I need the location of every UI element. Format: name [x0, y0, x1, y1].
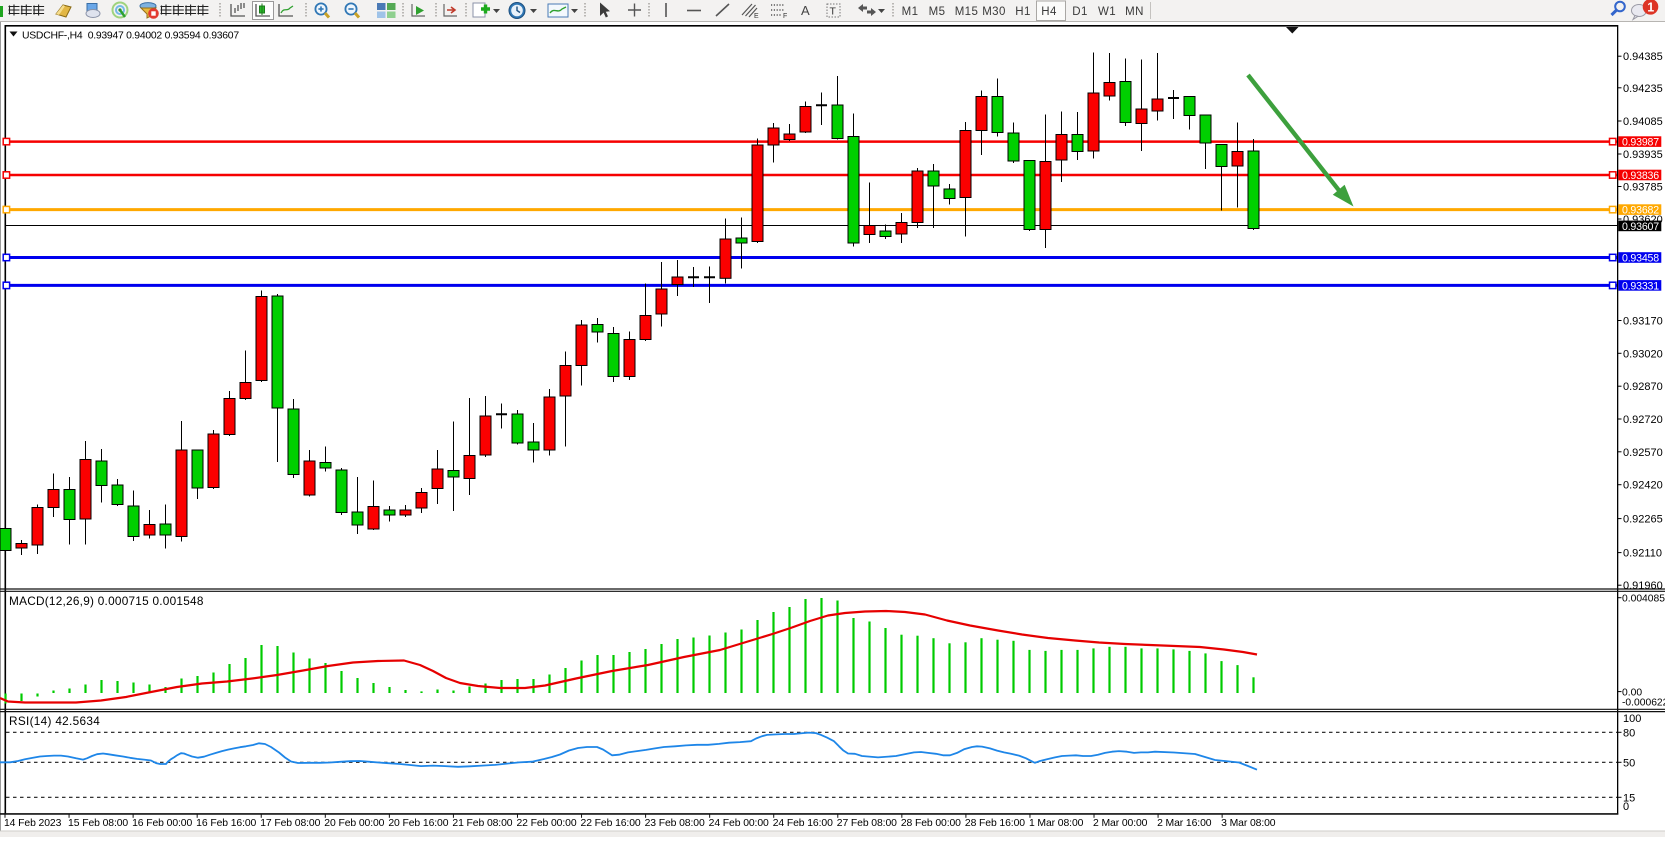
svg-text:0.93607: 0.93607	[1622, 221, 1659, 233]
svg-text:0.00: 0.00	[1622, 687, 1642, 698]
svg-text:0.92870: 0.92870	[1623, 381, 1663, 393]
svg-text:USDCHF-,H4 0.93947 0.94002 0.: USDCHF-,H4 0.93947 0.94002 0.93594 0.936…	[22, 31, 239, 42]
svg-text:0.94385: 0.94385	[1623, 51, 1663, 63]
svg-text:1: 1	[1647, 0, 1654, 14]
svg-text:0.91960: 0.91960	[1623, 580, 1663, 592]
svg-text:0.004085: 0.004085	[1622, 594, 1665, 605]
svg-text:2 Mar 00:00: 2 Mar 00:00	[1093, 818, 1148, 829]
svg-text:0.92570: 0.92570	[1623, 447, 1663, 459]
svg-text:-0.000622: -0.000622	[1622, 697, 1665, 708]
svg-text:0.93935: 0.93935	[1623, 149, 1663, 161]
svg-text:24 Feb 00:00: 24 Feb 00:00	[709, 818, 769, 829]
svg-text:E: E	[754, 13, 759, 20]
svg-text:1 Mar 08:00: 1 Mar 08:00	[1029, 818, 1084, 829]
svg-text:0.92720: 0.92720	[1623, 414, 1663, 426]
svg-text:W1: W1	[1098, 6, 1116, 18]
svg-text:0.93682: 0.93682	[1622, 205, 1659, 217]
svg-text:100: 100	[1623, 713, 1641, 725]
svg-text:M15: M15	[955, 6, 979, 18]
svg-text:21 Feb 08:00: 21 Feb 08:00	[452, 818, 512, 829]
svg-text:0.93458: 0.93458	[1622, 252, 1659, 264]
svg-text:0.92110: 0.92110	[1623, 548, 1662, 560]
svg-text:M1: M1	[902, 6, 919, 18]
svg-text:50: 50	[1623, 757, 1635, 769]
svg-text:H4: H4	[1041, 6, 1057, 18]
svg-text:27 Feb 08:00: 27 Feb 08:00	[837, 818, 897, 829]
svg-text:T: T	[830, 6, 837, 18]
svg-text:0.94085: 0.94085	[1623, 116, 1663, 128]
svg-text:0.93331: 0.93331	[1622, 280, 1659, 292]
svg-text:28 Feb 16:00: 28 Feb 16:00	[965, 818, 1025, 829]
svg-text:28 Feb 00:00: 28 Feb 00:00	[901, 818, 961, 829]
svg-text:14 Feb 2023: 14 Feb 2023	[4, 818, 62, 829]
svg-text:20 Feb 00:00: 20 Feb 00:00	[324, 818, 384, 829]
svg-text:17 Feb 08:00: 17 Feb 08:00	[260, 818, 320, 829]
svg-text:16 Feb 16:00: 16 Feb 16:00	[196, 818, 256, 829]
svg-text:0.93785: 0.93785	[1623, 182, 1663, 194]
svg-text:M5: M5	[929, 6, 946, 18]
svg-text:24 Feb 16:00: 24 Feb 16:00	[773, 818, 833, 829]
svg-text:0.93170: 0.93170	[1623, 316, 1663, 328]
svg-text:3 Mar 08:00: 3 Mar 08:00	[1221, 818, 1276, 829]
svg-text:16 Feb 00:00: 16 Feb 00:00	[132, 818, 192, 829]
svg-text:22 Feb 16:00: 22 Feb 16:00	[581, 818, 641, 829]
svg-text:80: 80	[1623, 727, 1635, 739]
svg-text:2 Mar 16:00: 2 Mar 16:00	[1157, 818, 1212, 829]
svg-text:23 Feb 08:00: 23 Feb 08:00	[645, 818, 705, 829]
svg-text:A: A	[801, 3, 810, 18]
svg-text:F: F	[783, 13, 787, 20]
svg-text:0.93987: 0.93987	[1622, 137, 1659, 149]
svg-text:0.93020: 0.93020	[1623, 348, 1663, 360]
svg-text:0.92265: 0.92265	[1623, 514, 1663, 526]
svg-text:0: 0	[1623, 801, 1629, 813]
svg-text:20 Feb 16:00: 20 Feb 16:00	[388, 818, 448, 829]
svg-text:0.93836: 0.93836	[1622, 170, 1659, 182]
svg-text:0.94235: 0.94235	[1623, 83, 1663, 95]
svg-text:D1: D1	[1072, 6, 1088, 18]
svg-text:15 Feb 08:00: 15 Feb 08:00	[68, 818, 128, 829]
svg-text:15: 15	[1623, 792, 1635, 804]
svg-text:RSI(14) 42.5634: RSI(14) 42.5634	[9, 714, 100, 728]
svg-text:0.92420: 0.92420	[1623, 480, 1663, 492]
svg-text:H1: H1	[1015, 6, 1031, 18]
svg-text:22 Feb 00:00: 22 Feb 00:00	[516, 818, 576, 829]
svg-text:MN: MN	[1125, 6, 1144, 18]
svg-text:MACD(12,26,9) 0.000715 0.00154: MACD(12,26,9) 0.000715 0.001548	[9, 594, 204, 608]
svg-text:M30: M30	[982, 6, 1006, 18]
